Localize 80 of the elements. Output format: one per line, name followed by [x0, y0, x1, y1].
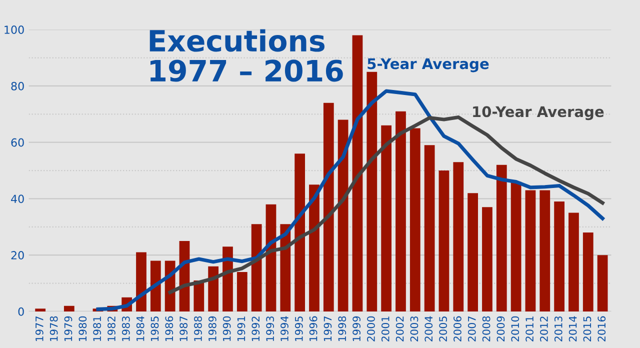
x-tick-label: 1999 — [352, 316, 361, 341]
y-tick-label: 0 — [18, 307, 24, 316]
x-tick-label: 2013 — [554, 316, 562, 342]
x-tick-label: 1988 — [194, 316, 202, 341]
bar — [410, 128, 420, 312]
x-tick-label: 2006 — [454, 316, 462, 342]
bar — [525, 190, 536, 312]
x-tick-label: 2001 — [381, 316, 390, 342]
x-tick-label: 1993 — [266, 316, 274, 341]
x-tick-label: 1992 — [252, 316, 260, 341]
bar — [309, 184, 320, 312]
bar — [251, 224, 262, 312]
x-tick-label: 2014 — [568, 316, 577, 342]
line-series — [96, 89, 604, 312]
bar — [136, 252, 146, 312]
y-tick-label: 40 — [11, 194, 24, 204]
bar — [381, 125, 392, 312]
x-tick-label: 1996 — [309, 316, 318, 341]
x-tick-label: 1982 — [108, 316, 116, 341]
x-tick-label: 2011 — [526, 316, 534, 342]
x-tick-label: 1977 — [35, 316, 44, 341]
x-tick-label: 2008 — [482, 316, 490, 342]
bar — [568, 212, 579, 312]
bar — [510, 182, 522, 312]
x-tick-label: 1979 — [64, 316, 72, 341]
x-tick-label: 2002 — [396, 316, 404, 342]
x-tick-label: 1986 — [165, 316, 174, 341]
bar — [496, 164, 507, 312]
text: 1977 – 2016 — [150, 60, 343, 82]
series-label: 10-Year Average — [473, 106, 604, 120]
bar — [438, 170, 450, 312]
x-tick-label: 2003 — [410, 316, 418, 342]
bar — [396, 111, 406, 312]
bar — [236, 272, 248, 312]
bar — [554, 202, 564, 312]
bar — [468, 193, 478, 312]
bar — [208, 266, 219, 312]
x-tick-label: 1984 — [136, 316, 144, 341]
x-tick-label: 2000 — [367, 316, 375, 342]
x-tick-label: 1978 — [50, 316, 58, 341]
x-tick-label: 1994 — [280, 316, 288, 341]
x-tick-label: 2016 — [598, 316, 606, 342]
bar — [35, 308, 46, 312]
bar — [453, 162, 464, 312]
y-tick-label: 60 — [11, 138, 24, 147]
x-tick-label: 1985 — [150, 316, 159, 341]
x-tick-label: 1998 — [338, 316, 346, 341]
x-tick-label: 1991 — [237, 316, 246, 341]
series-label: 5-Year Average — [368, 58, 489, 72]
bar — [64, 306, 74, 312]
bar — [366, 72, 378, 312]
bar — [482, 207, 492, 312]
x-tick-label: 2007 — [468, 316, 476, 342]
y-tick-label: 80 — [11, 82, 24, 90]
chart-title: Executions — [150, 29, 324, 52]
bar — [150, 260, 161, 312]
bar — [582, 232, 594, 312]
bar — [294, 154, 306, 312]
x-tick-label: 1987 — [180, 316, 188, 341]
x-tick-label: 1989 — [208, 316, 216, 341]
x-tick-label: 2010 — [511, 316, 520, 342]
x-tick-label: 1997 — [324, 316, 332, 341]
bar — [540, 190, 550, 312]
bar — [323, 102, 334, 312]
y-tick-label: 20 — [11, 251, 24, 260]
x-tick-label: 2004 — [424, 316, 433, 342]
bar — [352, 35, 363, 312]
x-tick-label: 2009 — [496, 316, 505, 342]
x-tick-label: 1980 — [78, 316, 87, 341]
y-tick-label: 100 — [4, 26, 24, 34]
x-tick-label: 2012 — [540, 316, 548, 342]
bar — [338, 120, 348, 312]
x-tick-label: 1983 — [122, 316, 130, 341]
x-tick-label: 1990 — [222, 316, 231, 341]
x-tick-label: 2015 — [583, 316, 592, 342]
x-tick-label: 1981 — [93, 316, 102, 341]
x-tick-label: 1995 — [294, 316, 303, 341]
x-tick-label: 2005 — [439, 316, 447, 342]
bar — [424, 145, 435, 312]
bar — [597, 255, 608, 312]
